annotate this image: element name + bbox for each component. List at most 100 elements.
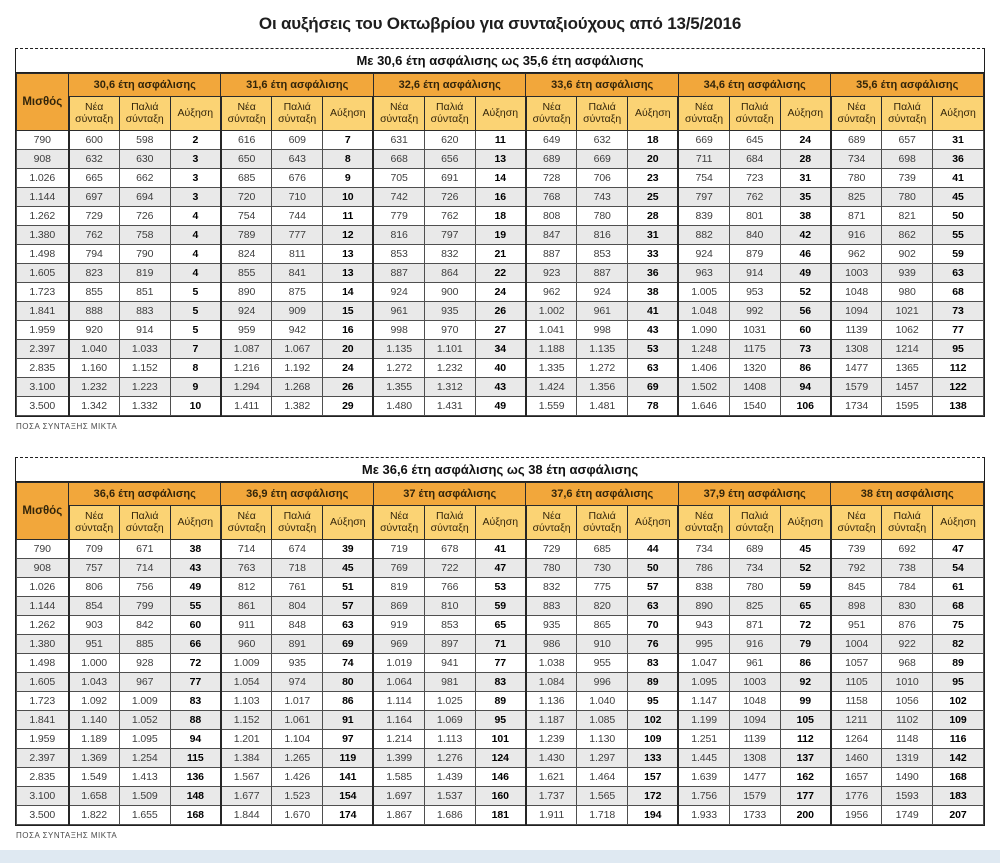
increase-cell: 4 <box>169 206 222 226</box>
pension-cell: 792 <box>829 558 883 578</box>
pension-cell: 734 <box>728 558 781 578</box>
table-title: Με 30,6 έτη ασφάλισης ως 35,6 έτη ασφάλι… <box>16 49 984 73</box>
increase-cell: 5 <box>169 282 222 302</box>
pension-cell: 1.658 <box>67 786 120 806</box>
increase-cell: 68 <box>932 596 984 616</box>
salary-cell: 1.380 <box>16 634 70 654</box>
pension-cell: 812 <box>219 577 273 597</box>
pension-cell: 995 <box>677 634 730 654</box>
salary-cell: 1.262 <box>16 615 70 635</box>
increase-cell: 68 <box>932 282 984 302</box>
pension-cell: 963 <box>677 263 730 283</box>
pension-cell: 730 <box>576 558 629 578</box>
pension-cell: 1.356 <box>576 377 629 397</box>
pension-cell: 1.369 <box>67 748 120 768</box>
pension-cell: 830 <box>881 596 934 616</box>
pension-cell: 951 <box>67 634 120 654</box>
subcolumn-header: Αύξηση <box>322 505 374 540</box>
pension-cell: 1.101 <box>423 339 476 359</box>
subcolumn-header: Νέα σύνταξη <box>67 505 120 540</box>
subcolumn-header: Αύξηση <box>322 96 374 131</box>
pension-cell: 838 <box>677 577 730 597</box>
pension-cell: 669 <box>576 149 629 169</box>
pension-cell: 876 <box>881 615 934 635</box>
increase-cell: 63 <box>627 596 679 616</box>
increase-cell: 66 <box>169 634 222 654</box>
pension-cell: 691 <box>423 168 476 188</box>
increase-cell: 4 <box>169 263 222 283</box>
increase-cell: 116 <box>932 729 984 749</box>
insurance-years-group-header: 32,6 έτη ασφάλισης <box>372 73 527 97</box>
pension-cell: 763 <box>219 558 273 578</box>
increase-cell: 112 <box>932 358 984 378</box>
pension-table-box-1: Με 30,6 έτη ασφάλισης ως 35,6 έτη ασφάλι… <box>15 48 985 417</box>
pension-cell: 1.342 <box>67 396 120 416</box>
page-title: Οι αυξήσεις του Οκτωβρίου για συνταξιούχ… <box>258 14 742 33</box>
increase-cell: 59 <box>779 577 832 597</box>
increase-cell: 95 <box>932 672 984 692</box>
increase-cell: 14 <box>474 168 527 188</box>
subcolumn-header: Αύξηση <box>627 505 679 540</box>
pension-cell: 1.445 <box>677 748 730 768</box>
pension-cell: 1010 <box>881 672 934 692</box>
increase-cell: 51 <box>322 577 374 597</box>
pension-cell: 847 <box>524 225 578 245</box>
pension-cell: 632 <box>576 130 629 150</box>
pension-cell: 1.272 <box>576 358 629 378</box>
increase-cell: 83 <box>169 691 222 711</box>
increase-cell: 50 <box>627 558 679 578</box>
increase-cell: 3 <box>169 149 222 169</box>
table-row: 1.262 729 726 4 754 744 11 779 762 18 808 780 28 839 8… <box>16 206 984 226</box>
increase-cell: 28 <box>779 149 832 169</box>
increase-cell: 60 <box>779 320 832 340</box>
increase-cell: 72 <box>779 615 832 635</box>
pension-cell: 1.201 <box>219 729 273 749</box>
increase-cell: 57 <box>627 577 679 597</box>
pension-cell: 734 <box>677 539 730 559</box>
table-row: 1.498 1.000 928 72 1.009 935 74 1.019 941 77 1.038… <box>16 653 984 673</box>
pension-cell: 967 <box>118 672 171 692</box>
pension-cell: 1.040 <box>576 691 629 711</box>
increase-cell: 47 <box>932 539 984 559</box>
pension-cell: 1.095 <box>118 729 171 749</box>
pension-cell: 1.439 <box>423 767 476 787</box>
increase-cell: 26 <box>474 301 527 321</box>
increase-cell: 80 <box>322 672 374 692</box>
pension-cell: 955 <box>576 653 629 673</box>
subcolumn-header: Παλιά σύνταξη <box>271 505 324 540</box>
insurance-years-group-header: 34,6 έτη ασφάλισης <box>677 73 832 97</box>
increase-cell: 33 <box>627 244 679 264</box>
increase-cell: 20 <box>627 149 679 169</box>
increase-cell: 61 <box>932 577 984 597</box>
subcolumn-header: Αύξηση <box>169 505 222 540</box>
subcolumn-header: Αύξηση <box>932 96 984 131</box>
increase-cell: 20 <box>322 339 374 359</box>
increase-cell: 102 <box>627 710 679 730</box>
pension-cell: 1003 <box>829 263 883 283</box>
pension-cell: 951 <box>829 615 883 635</box>
salary-cell: 1.723 <box>16 691 70 711</box>
pension-cell: 974 <box>271 672 324 692</box>
pension-cell: 1.140 <box>67 710 120 730</box>
pension-cell: 684 <box>728 149 781 169</box>
increase-cell: 5 <box>169 320 222 340</box>
pension-cell: 1.844 <box>219 805 273 825</box>
pension-cell: 900 <box>423 282 476 302</box>
increase-cell: 43 <box>474 377 527 397</box>
increase-cell: 35 <box>779 187 832 207</box>
insurance-years-group-header: 36,9 έτη ασφάλισης <box>220 482 374 506</box>
increase-cell: 27 <box>474 320 527 340</box>
pension-cell: 962 <box>524 282 578 302</box>
increase-cell: 91 <box>322 710 374 730</box>
pension-cell: 1.199 <box>677 710 730 730</box>
subcolumn-header: Νέα σύνταξη <box>677 96 730 131</box>
pension-cell: 1.009 <box>219 653 273 673</box>
increase-cell: 49 <box>474 396 527 416</box>
salary-cell: 1.380 <box>16 225 70 245</box>
pension-cell: 780 <box>881 187 934 207</box>
increase-cell: 168 <box>169 805 222 825</box>
pension-cell: 1148 <box>881 729 934 749</box>
increase-cell: 9 <box>322 168 374 188</box>
pension-cell: 887 <box>576 263 629 283</box>
increase-cell: 76 <box>627 634 679 654</box>
